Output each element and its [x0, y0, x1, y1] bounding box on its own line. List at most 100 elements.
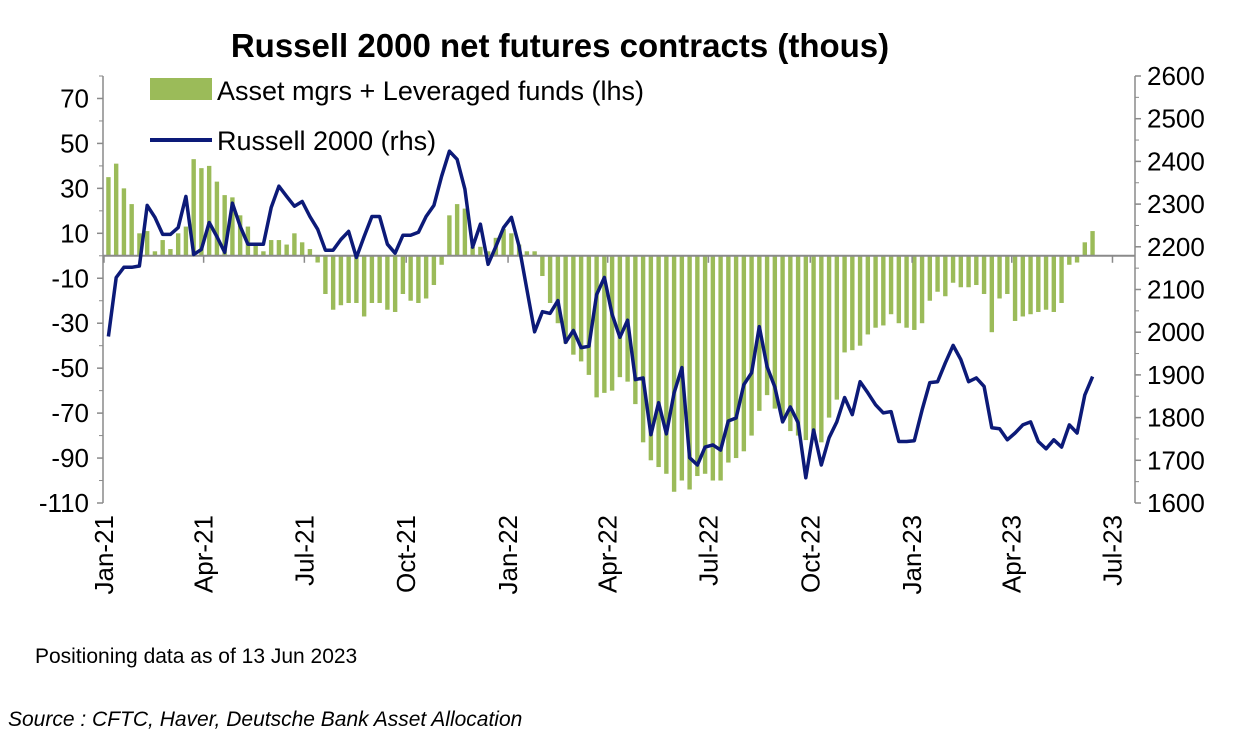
- bar: [966, 256, 970, 287]
- bar: [780, 256, 784, 418]
- bar: [1052, 256, 1056, 312]
- left-tick-label: -90: [51, 443, 89, 473]
- bar: [339, 256, 343, 305]
- bar: [408, 256, 412, 301]
- bar: [951, 256, 955, 283]
- x-tick-label: Oct-21: [391, 515, 421, 593]
- bar: [393, 256, 397, 312]
- right-tick-label: 2000: [1147, 317, 1205, 347]
- bar: [672, 256, 676, 492]
- bar: [370, 256, 374, 303]
- bar: [114, 164, 118, 256]
- x-tick-label: Jan-22: [493, 515, 523, 595]
- bar: [858, 256, 862, 346]
- bar: [292, 233, 296, 255]
- x-tick-label: Apr-21: [189, 515, 219, 593]
- left-tick-label: 10: [60, 218, 89, 248]
- left-tick-label: 30: [60, 173, 89, 203]
- bar: [315, 256, 319, 263]
- bar: [982, 256, 986, 294]
- right-tick-label: 2200: [1147, 232, 1205, 262]
- right-tick-label: 1700: [1147, 445, 1205, 475]
- bar: [1021, 256, 1025, 317]
- bar: [912, 256, 916, 330]
- bar: [269, 240, 273, 256]
- bar: [850, 256, 854, 350]
- left-tick-label: -30: [51, 308, 89, 338]
- bar: [1005, 256, 1009, 294]
- bar: [734, 256, 738, 458]
- left-tick-label: -110: [39, 488, 89, 518]
- bar: [842, 256, 846, 353]
- bar: [377, 256, 381, 303]
- bar: [974, 256, 978, 285]
- russell-2000-line: [108, 151, 1092, 478]
- bar: [587, 256, 591, 375]
- bar: [804, 256, 808, 440]
- bar: [904, 256, 908, 328]
- bar: [416, 256, 420, 303]
- bar: [742, 256, 746, 452]
- bar: [160, 240, 164, 256]
- bar: [1036, 256, 1040, 312]
- legend-bar-swatch: [150, 78, 212, 100]
- right-tick-label: 1800: [1147, 403, 1205, 433]
- left-tick-label: 70: [60, 83, 89, 113]
- bar: [796, 256, 800, 436]
- bar: [656, 256, 660, 467]
- x-tick-label: Jul-22: [693, 515, 723, 586]
- bar: [571, 256, 575, 355]
- x-tick-label: Oct-22: [795, 515, 825, 593]
- bar: [633, 256, 637, 404]
- bar: [455, 204, 459, 256]
- left-tick-label: -70: [51, 398, 89, 428]
- bar: [168, 249, 172, 256]
- bar: [997, 256, 1001, 299]
- bar: [346, 256, 350, 303]
- right-tick-label: 2300: [1147, 189, 1205, 219]
- left-tick-label: -50: [51, 353, 89, 383]
- footnote: Positioning data as of 13 Jun 2023: [35, 645, 357, 668]
- bar: [928, 256, 932, 301]
- bar: [122, 188, 126, 255]
- bar: [959, 256, 963, 287]
- bar: [641, 256, 645, 443]
- bar: [1044, 256, 1048, 310]
- bar: [897, 256, 901, 323]
- bar: [478, 247, 482, 256]
- bar: [788, 256, 792, 431]
- x-tick-label: Jul-23: [1097, 515, 1127, 586]
- bar: [129, 204, 133, 256]
- bar: [463, 209, 467, 256]
- bar: [935, 256, 939, 292]
- line-series: [108, 151, 1092, 478]
- bar: [300, 242, 304, 255]
- x-tick-label: Jul-21: [289, 515, 319, 586]
- chart-title: Russell 2000 net futures contracts (thou…: [231, 27, 889, 64]
- bar: [354, 256, 358, 303]
- bar: [548, 256, 552, 303]
- bar: [835, 256, 839, 400]
- bar: [749, 256, 753, 436]
- bar: [540, 256, 544, 276]
- x-tick-label: Jan-23: [897, 515, 927, 595]
- bar: [432, 256, 436, 285]
- x-tick-label: Apr-23: [997, 515, 1027, 593]
- bar: [811, 256, 815, 436]
- bar: [323, 256, 327, 294]
- bar: [385, 256, 389, 310]
- bar: [401, 256, 405, 294]
- bar: [881, 256, 885, 326]
- bar: [866, 256, 870, 335]
- bar: [331, 256, 335, 310]
- bar: [920, 256, 924, 323]
- bar: [509, 233, 513, 255]
- bar: [145, 231, 149, 256]
- bar: [362, 256, 366, 317]
- bar: [1059, 256, 1063, 303]
- legend-bar-label: Asset mgrs + Leveraged funds (lhs): [217, 76, 644, 106]
- bar: [1013, 256, 1017, 321]
- bar: [1083, 242, 1087, 255]
- bar: [1028, 256, 1032, 314]
- bar: [253, 245, 257, 256]
